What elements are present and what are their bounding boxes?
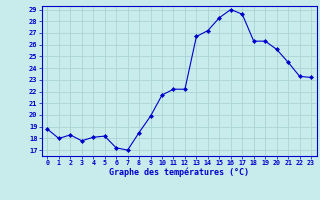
X-axis label: Graphe des températures (°C): Graphe des températures (°C) (109, 168, 249, 177)
